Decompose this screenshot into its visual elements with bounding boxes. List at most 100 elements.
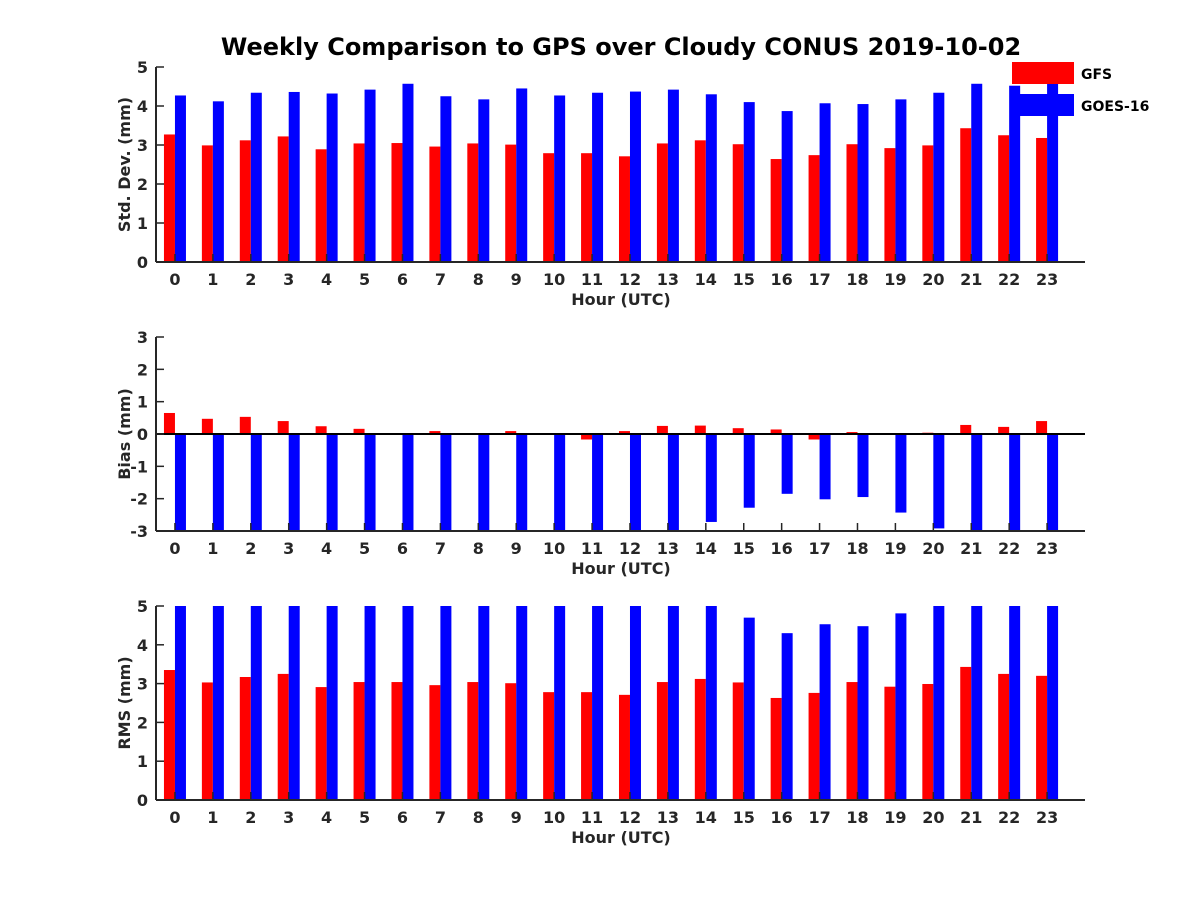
y-tick-label: 3 [137, 675, 148, 694]
x-tick-label: 6 [397, 808, 408, 827]
y-tick-label: 1 [137, 752, 148, 771]
y-tick-label: 2 [137, 175, 148, 194]
y-tick-label: 0 [137, 253, 148, 272]
x-tick-label: 20 [922, 270, 944, 289]
bar-goes-16-10 [554, 95, 566, 262]
y-axis-label: RMS (mm) [115, 656, 134, 749]
bar-goes-16-1 [212, 434, 224, 531]
y-tick-label: 4 [137, 636, 148, 655]
bar-gfs-21 [960, 666, 972, 800]
bar-goes-16-3 [288, 606, 300, 800]
bar-goes-16-7 [440, 96, 452, 262]
bar-goes-16-6 [402, 83, 414, 263]
x-tick-label: 6 [397, 270, 408, 289]
x-tick-label: 14 [695, 270, 717, 289]
x-tick-label: 2 [245, 808, 256, 827]
x-tick-label: 2 [245, 270, 256, 289]
series-goes-16 [174, 81, 1059, 263]
x-tick-label: 0 [169, 539, 180, 558]
x-tick-label: 15 [733, 270, 755, 289]
bar-goes-16-11 [592, 606, 604, 800]
y-axis-label: Bias (mm) [115, 388, 134, 480]
x-tick-label: 9 [511, 808, 522, 827]
bar-goes-16-23 [1047, 81, 1059, 262]
x-tick-label: 5 [359, 808, 370, 827]
bar-gfs-3 [277, 421, 289, 434]
y-tick-label: -2 [130, 490, 148, 509]
x-tick-label: 22 [998, 539, 1020, 558]
bar-gfs-19 [884, 686, 896, 800]
bar-gfs-5 [353, 143, 365, 262]
bar-goes-16-22 [1009, 606, 1021, 800]
bar-goes-16-18 [857, 626, 869, 800]
series-gfs [163, 412, 1048, 440]
x-tick-label: 13 [657, 270, 679, 289]
y-axis-label: Std. Dev. (mm) [115, 97, 134, 232]
y-tick-label: 1 [137, 393, 148, 412]
bar-goes-16-11 [592, 92, 604, 263]
bar-gfs-4 [315, 426, 327, 434]
x-tick-label: 10 [543, 808, 565, 827]
x-tick-label: 15 [733, 808, 755, 827]
y-tick-label: 5 [137, 597, 148, 616]
x-tick-label: 1 [207, 539, 218, 558]
bar-gfs-1 [201, 145, 213, 262]
x-tick-label: 21 [960, 270, 982, 289]
x-tick-label: 23 [1036, 539, 1058, 558]
bar-gfs-22 [998, 135, 1010, 262]
x-tick-label: 17 [808, 270, 830, 289]
y-tick-label: 5 [137, 58, 148, 77]
x-tick-label: 17 [808, 539, 830, 558]
x-tick-label: 4 [321, 539, 332, 558]
bar-goes-16-19 [895, 434, 907, 513]
bar-goes-16-21 [971, 434, 983, 531]
bar-gfs-0 [163, 670, 175, 800]
x-axis-label: Hour (UTC) [571, 828, 671, 847]
bar-gfs-2 [239, 416, 251, 434]
x-tick-label: 13 [657, 539, 679, 558]
bar-gfs-12 [618, 431, 630, 434]
bar-goes-16-18 [857, 434, 869, 498]
x-tick-label: 5 [359, 270, 370, 289]
bar-goes-16-22 [1009, 434, 1021, 531]
bar-goes-16-22 [1009, 85, 1021, 262]
x-tick-label: 21 [960, 539, 982, 558]
legend-label-gfs: GFS [1081, 67, 1112, 83]
x-tick-label: 20 [922, 539, 944, 558]
bar-goes-16-21 [971, 83, 983, 263]
bar-gfs-18 [846, 144, 858, 262]
bar-gfs-6 [391, 682, 403, 800]
bar-goes-16-4 [326, 93, 338, 263]
bar-goes-16-13 [667, 434, 679, 531]
bar-goes-16-7 [440, 606, 452, 800]
bar-gfs-23 [1036, 137, 1048, 262]
bar-gfs-9 [505, 683, 517, 800]
x-tick-label: 19 [884, 270, 906, 289]
bar-gfs-14 [694, 140, 706, 262]
bar-gfs-20 [922, 683, 934, 800]
bar-goes-16-16 [781, 111, 793, 262]
x-tick-label: 5 [359, 539, 370, 558]
bar-goes-16-2 [250, 92, 262, 263]
x-tick-label: 15 [733, 539, 755, 558]
x-tick-label: 3 [283, 539, 294, 558]
bar-goes-16-10 [554, 434, 566, 531]
bar-goes-16-17 [819, 103, 831, 263]
bar-gfs-5 [353, 428, 365, 434]
y-tick-label: 3 [137, 328, 148, 347]
bar-gfs-12 [618, 694, 630, 800]
chart-legend: GFS GOES-16 [1012, 62, 1149, 116]
bar-goes-16-1 [212, 101, 224, 262]
x-tick-label: 12 [619, 539, 641, 558]
bar-goes-16-3 [288, 91, 300, 263]
x-tick-label: 18 [846, 808, 868, 827]
bar-goes-16-23 [1047, 434, 1059, 531]
bar-goes-16-19 [895, 99, 907, 263]
bar-goes-16-12 [629, 434, 641, 531]
bar-goes-16-14 [705, 94, 717, 262]
series-goes-16 [174, 606, 1059, 800]
